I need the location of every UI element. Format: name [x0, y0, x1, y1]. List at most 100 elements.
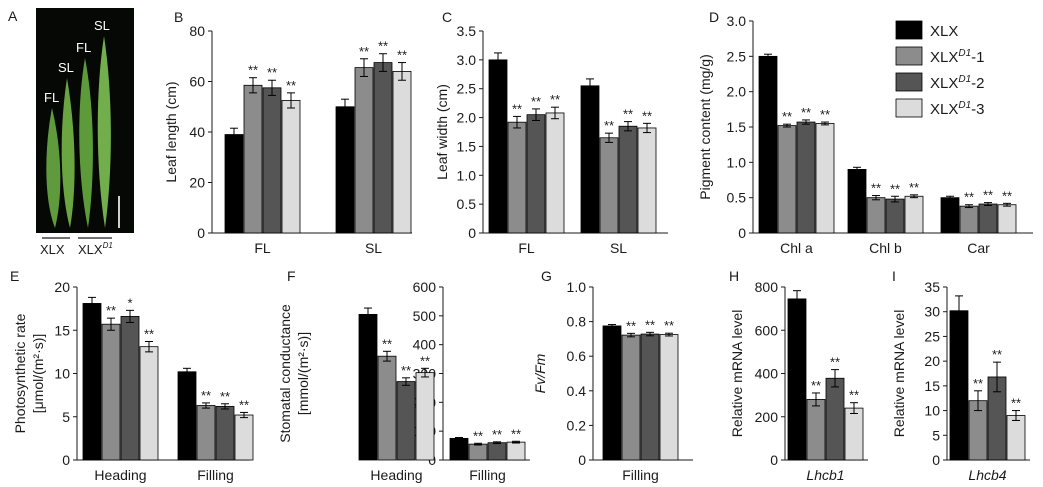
legend-swatch-xlxd1-3	[895, 98, 923, 118]
y-tick-label-d: 2.5	[727, 48, 747, 64]
bar-f	[377, 355, 397, 461]
bar-g	[640, 333, 660, 461]
category-label-i: Lhcb4	[968, 467, 1006, 483]
significance-label-d: **	[909, 180, 919, 195]
bar-c	[507, 121, 527, 234]
y-tick-label-c: 1.5	[457, 138, 477, 154]
leaf-label-sl-2: SL	[94, 18, 110, 33]
bar-d	[885, 198, 905, 234]
y-tick-label-b: 80	[189, 23, 205, 39]
leaf-xlx-sl	[61, 78, 75, 228]
y-tick-label-b: 40	[189, 124, 205, 140]
category-label-b: FL	[254, 240, 271, 256]
bar-h	[806, 399, 826, 461]
bar-c	[637, 127, 657, 234]
y-axis-label-b: Leaf length (cm)	[163, 81, 179, 182]
y-tick-label-g: 1.0	[567, 279, 587, 295]
leaf-photo-panel: A FL SL FL SL XLX XLXD1	[8, 8, 134, 257]
legend-label-xlxd1-1: XLXD1-1	[930, 48, 985, 66]
significance-label-i: **	[992, 347, 1002, 362]
bar-c	[580, 85, 600, 234]
category-label-f: Filling	[469, 467, 506, 483]
chart-b: B 0 20 40 60 80 Leaf length (cm) ** ** ** FL ** ** **…	[163, 9, 412, 256]
category-label-h: Lhcb1	[806, 467, 844, 483]
y-tick-label-i: 30	[924, 304, 940, 320]
y-axis-label-h: Relative mRNA level	[729, 310, 745, 438]
significance-label-i: **	[973, 376, 983, 391]
bar-g	[621, 334, 641, 461]
panel-letter-c: C	[442, 9, 452, 25]
y-tick-label-g: 0.2	[567, 417, 587, 433]
leaf-xlxd1-sl	[97, 36, 111, 228]
significance-label-d: **	[820, 107, 830, 122]
bar-c	[526, 114, 546, 234]
y-tick-label-g: 0.8	[567, 314, 587, 330]
category-label-e: Heading	[94, 467, 146, 483]
group-label-xlx: XLX	[40, 242, 65, 257]
bar-f	[468, 443, 488, 461]
bar-e	[139, 346, 159, 461]
y-tick-label-f: 500	[413, 308, 437, 324]
y-axis-label-i: Relative mRNA level	[891, 310, 907, 438]
chart-f: F0100200300400500600Stomatal conductance…	[277, 268, 530, 483]
y-axis-label-g: Fv/Fm	[532, 353, 548, 393]
group-label-xlxd1: XLXD1	[78, 241, 113, 257]
y-tick-label-b: 0	[197, 225, 205, 241]
significance-label-b: **	[397, 48, 407, 63]
significance-label-i: **	[1011, 396, 1021, 411]
y-tick-label-g: 0.4	[567, 383, 587, 399]
legend-swatch-xlxd1-2	[895, 72, 923, 92]
bar-e	[215, 405, 235, 461]
y-tick-label-e: 20	[54, 279, 70, 295]
bar-f	[506, 441, 526, 461]
y-tick-label-c: 3.0	[457, 52, 477, 68]
category-label-e: Filling	[197, 467, 234, 483]
bar-e	[82, 303, 102, 461]
significance-label-d: **	[983, 188, 993, 203]
panel-letter-a: A	[8, 8, 18, 24]
y-tick-label-d: 1.5	[727, 119, 747, 135]
category-label-d: Car	[967, 240, 990, 256]
y-axis-label-e: Photosynthetic rate [μmol/(m²·s)]	[12, 313, 46, 433]
significance-label-f: **	[401, 363, 411, 378]
bar-h	[787, 298, 807, 461]
y-tick-label-i: 0	[932, 452, 940, 468]
y-tick-label-d: 3.0	[727, 13, 747, 29]
significance-label-c: **	[531, 94, 541, 109]
bar-c	[599, 137, 619, 234]
significance-label-f: **	[473, 428, 483, 443]
y-tick-label-g: 0	[578, 452, 586, 468]
significance-label-h: **	[830, 355, 840, 370]
significance-label-d: **	[871, 181, 881, 196]
y-tick-label-i: 35	[924, 279, 940, 295]
panel-letter-i: I	[892, 268, 896, 284]
y-tick-label-c: 0.5	[457, 196, 477, 212]
bar-d	[815, 123, 835, 234]
bar-b	[354, 67, 374, 234]
category-label-d: Chl a	[780, 240, 813, 256]
bar-d	[978, 203, 998, 234]
y-tick-label-h: 600	[755, 322, 779, 338]
y-tick-label-g: 0.6	[567, 348, 587, 364]
leaf-xlxd1-fl	[79, 58, 93, 228]
significance-label-b: **	[286, 78, 296, 93]
y-tick-label-c: 1.0	[457, 167, 477, 183]
bar-f	[487, 442, 507, 461]
bar-b	[262, 87, 282, 234]
bar-e	[120, 316, 140, 461]
chart-i: I 0 5 10 15 20 25 30 35 Relative mRNA level ** ** **…	[891, 268, 1030, 483]
y-tick-label-d: 0.5	[727, 190, 747, 206]
legend-label-xlxd1-2: XLXD1-2	[930, 74, 985, 92]
bar-c	[618, 125, 638, 234]
y-tick-label-i: 10	[924, 403, 940, 419]
y-tick-label-f: 600	[413, 279, 437, 295]
bar-b	[392, 71, 412, 234]
category-label-c: FL	[518, 240, 535, 256]
significance-label-f: **	[420, 353, 430, 368]
leaf-label-fl-1: FL	[44, 90, 59, 105]
significance-label-e: **	[201, 388, 211, 403]
y-tick-label-d: 1.0	[727, 154, 747, 170]
bar-d	[796, 121, 816, 234]
